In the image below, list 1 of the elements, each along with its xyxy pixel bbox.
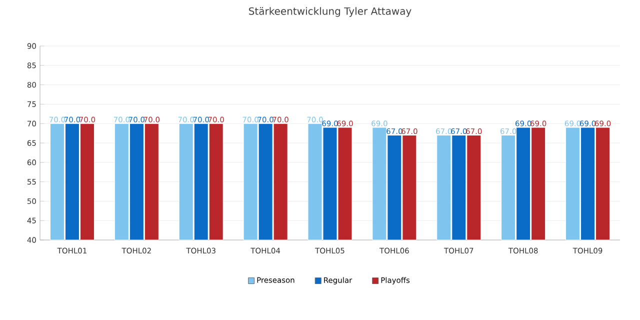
chart-title: Stärkeentwicklung Tyler Attaway <box>249 7 412 17</box>
